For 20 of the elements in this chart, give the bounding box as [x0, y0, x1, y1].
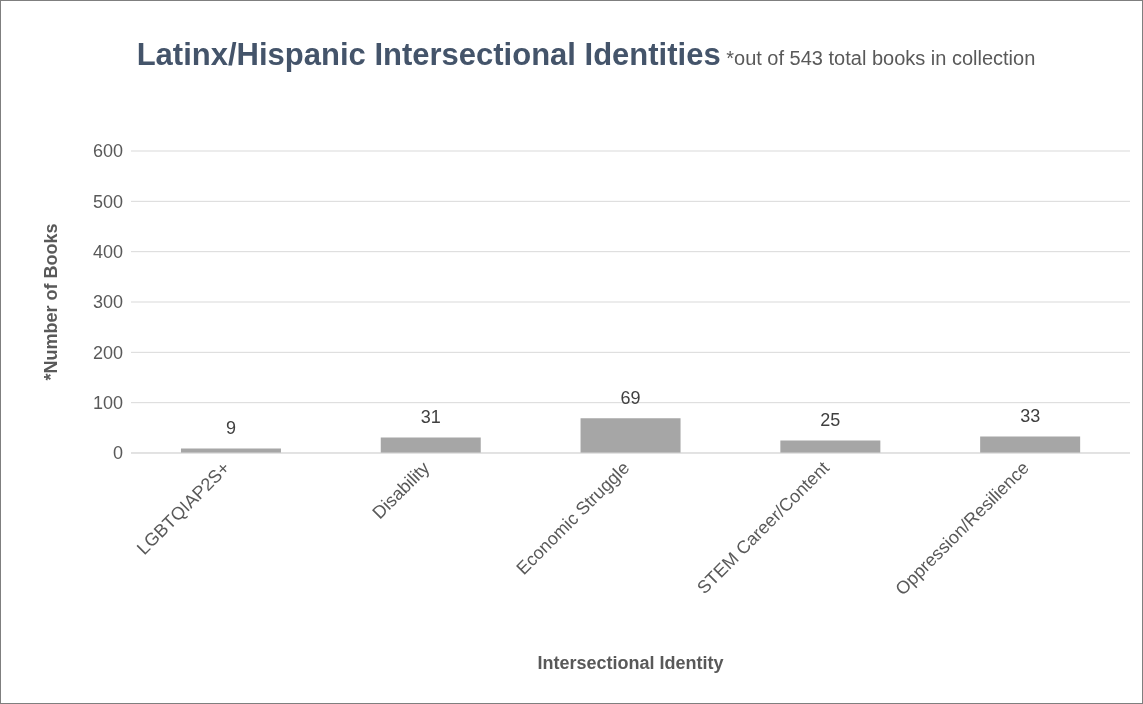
bar [580, 418, 681, 453]
chart-title: Latinx/Hispanic Intersectional Identities [136, 37, 721, 72]
chart-subtitle: *out of 543 total books in collection [725, 47, 1036, 69]
bar [780, 440, 881, 453]
y-tick-label: 500 [92, 191, 123, 212]
y-tick-label: 100 [92, 393, 123, 414]
y-axis-title: *Number of Books [41, 223, 62, 381]
data-label: 69 [620, 388, 641, 409]
data-label: 33 [1020, 406, 1041, 427]
bar [980, 436, 1081, 453]
y-tick-label: 400 [92, 242, 123, 263]
data-label: 9 [225, 418, 236, 439]
y-tick-label: 600 [92, 141, 123, 162]
bar [380, 437, 481, 453]
y-tick-label: 300 [92, 292, 123, 313]
data-label: 25 [820, 410, 841, 431]
y-tick-label: 0 [112, 443, 123, 464]
x-axis-title: Intersectional Identity [537, 653, 724, 673]
data-label: 31 [420, 407, 441, 428]
y-tick-label: 200 [92, 342, 123, 363]
